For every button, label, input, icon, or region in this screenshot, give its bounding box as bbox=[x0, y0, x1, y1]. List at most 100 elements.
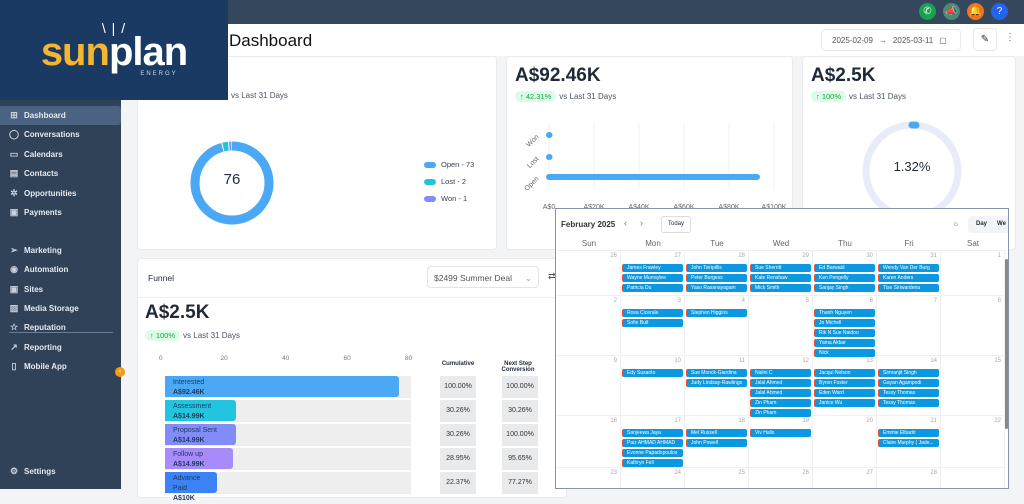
sidebar-item-conversations[interactable]: ◯ Conversations bbox=[0, 125, 121, 144]
calendar-event[interactable]: Yama Akbar bbox=[814, 339, 875, 347]
calendar-event[interactable]: James Frawley bbox=[622, 264, 683, 272]
calendar-event[interactable]: Judy Lindsay-Rawlings bbox=[686, 379, 747, 387]
calendar-event[interactable]: Tessy Thomas bbox=[878, 389, 939, 397]
sidebar-item-automation[interactable]: ◉ Automation bbox=[0, 260, 121, 279]
sidebar-item-contacts[interactable]: ▤ Contacts bbox=[0, 164, 121, 183]
calendar-day-cell[interactable]: 21 Emmie Elbadri Claire Murphy ( Jade... bbox=[877, 416, 941, 468]
sidebar-item-marketing[interactable]: ➢ Marketing bbox=[0, 241, 121, 260]
bell-icon[interactable]: 🔔 bbox=[967, 3, 984, 20]
calendar-event[interactable]: Jalal Ahmed bbox=[750, 389, 811, 397]
calendar-day-cell[interactable]: 31 Wendy Van Der Burg Karen Anders Tise Sir… bbox=[877, 251, 941, 296]
calendar-day-cell[interactable]: 9 bbox=[557, 356, 621, 416]
sidebar-item-reporting[interactable]: ↗ Reporting bbox=[0, 338, 121, 357]
calendar-event[interactable]: Edy Susanto bbox=[622, 369, 683, 377]
sidebar-item-reputation[interactable]: ☆ Reputation bbox=[0, 318, 121, 337]
calendar-day-cell[interactable]: 22 bbox=[941, 416, 1005, 468]
calendar-event[interactable]: Mel Russell bbox=[686, 429, 747, 437]
edit-dashboard-button[interactable]: ✎ bbox=[973, 28, 997, 51]
calendar-day-cell[interactable]: 2 bbox=[557, 296, 621, 356]
calendar-event[interactable]: Sofie Bult bbox=[622, 319, 683, 327]
calendar-event[interactable]: Paiz AHMAD AHMAD bbox=[622, 439, 683, 447]
funnel-bar-follow-up[interactable]: Follow up A$14.99K bbox=[165, 448, 233, 469]
view-day[interactable]: Day bbox=[976, 221, 988, 227]
calendar-day-cell[interactable]: 16 bbox=[557, 416, 621, 468]
calendar-event[interactable]: Viv Halls bbox=[750, 429, 811, 437]
calendar-day-cell[interactable]: 7 bbox=[877, 296, 941, 356]
calendar-day-cell[interactable]: 29 Sue Sherritt Kate Renshaw Mick Smith bbox=[749, 251, 813, 296]
calendar-day-cell[interactable]: 12 Nalini C Jalal Ahmed Jalal Ahmed Zin Pham… bbox=[749, 356, 813, 417]
pipeline-select[interactable]: $2499 Summer Deal ⌄ bbox=[427, 266, 539, 288]
calendar-event[interactable]: Mick Smith bbox=[750, 284, 811, 292]
calendar-event[interactable]: Peter Burgess bbox=[686, 274, 747, 282]
funnel-bar-advance-paid[interactable]: Advance Paid A$10K bbox=[165, 472, 218, 502]
funnel-bar-proposal-sent[interactable]: Proposal Sent A$14.99K bbox=[165, 424, 236, 445]
calendar-event[interactable]: Sue Monck-Giardina bbox=[686, 369, 747, 377]
calendar-day-cell[interactable]: 19 Viv Halls bbox=[749, 416, 813, 468]
sidebar-item-payments[interactable]: ▣ Payments bbox=[0, 203, 121, 222]
calendar-event[interactable]: Karen Anders bbox=[878, 274, 939, 282]
calendar-event[interactable]: Janice Wu bbox=[814, 399, 875, 407]
calendar-event[interactable]: Byron Foster bbox=[814, 379, 875, 387]
calendar-event[interactable]: Nalini C bbox=[750, 369, 811, 377]
calendar-day-cell[interactable]: 10 Edy Susanto bbox=[621, 356, 685, 416]
date-range-picker[interactable]: 2025-02-09 → 2025-03-11 ▢ bbox=[821, 29, 961, 51]
calendar-day-cell[interactable]: 30 Ed Barwald Ken Pengelly Sanjay Singh bbox=[813, 251, 877, 296]
calendar-event[interactable]: Thanh Nguyen bbox=[814, 309, 875, 317]
calendar-day-cell[interactable]: 14 Simranjit Singh Gayan Agampodi Tessy Tho… bbox=[877, 356, 941, 416]
phone-icon[interactable]: ✆ bbox=[919, 3, 936, 20]
calendar-event[interactable]: Ed Barwald bbox=[814, 264, 875, 272]
sidebar-item-media-storage[interactable]: ▨ Media Storage bbox=[0, 299, 121, 318]
sidebar-item-mobile-app[interactable]: ▯ Mobile App bbox=[0, 357, 121, 376]
calendar-event[interactable]: Jo Michell bbox=[814, 319, 875, 327]
calendar-event[interactable]: Kathryn Fell bbox=[622, 459, 683, 467]
calendar-day-cell[interactable]: 28 John Tsiripillis Peter Burgess Yaso Rasa… bbox=[685, 251, 749, 296]
calendar-event[interactable]: Kate Renshaw bbox=[750, 274, 811, 282]
funnel-bar-interested[interactable]: Interested A$92.46K bbox=[165, 376, 399, 397]
swap-icon[interactable]: ⇄ bbox=[548, 271, 556, 281]
calendar-day-cell[interactable]: 23 bbox=[557, 468, 621, 488]
calendar-event[interactable]: Gayan Agampodi bbox=[878, 379, 939, 387]
sidebar-item-dashboard[interactable]: ⊞ Dashboard bbox=[0, 106, 121, 125]
calendar-day-cell[interactable]: 6 Thanh Nguyen Jo Michell Rik N Sue Naidoo Y… bbox=[813, 296, 877, 357]
calendar-event[interactable]: Tessy Thomas bbox=[878, 399, 939, 407]
calendar-day-cell[interactable]: 27 James Frawley Wayne Murraylee Patricia D… bbox=[621, 251, 685, 296]
sidebar-item-sites[interactable]: ▣ Sites bbox=[0, 280, 121, 299]
calendar-day-cell[interactable]: 20 bbox=[813, 416, 877, 468]
more-options-icon[interactable]: ⋮ bbox=[1005, 32, 1015, 43]
calendar-event[interactable]: Sanjay Singh bbox=[814, 284, 875, 292]
calendar-event[interactable]: Nick bbox=[814, 349, 875, 357]
sidebar-item-settings[interactable]: ⚙ Settings bbox=[0, 462, 121, 481]
calendar-day-cell[interactable] bbox=[941, 468, 1005, 488]
calendar-day-cell[interactable]: 11 Sue Monck-Giardina Judy Lindsay-Rawling… bbox=[685, 356, 749, 416]
funnel-bar-assessment[interactable]: Assessment A$14.99K bbox=[165, 400, 236, 421]
sidebar-item-opportunities[interactable]: ✲ Opportunities bbox=[0, 184, 121, 203]
calendar-event[interactable]: Rik N Sue Naidoo bbox=[814, 329, 875, 337]
calendar-day-cell[interactable]: 3 Rosa Cicerale Sofie Bult bbox=[621, 296, 685, 356]
calendar-event[interactable]: Yaso Rasanayagam bbox=[686, 284, 747, 292]
calendar-event[interactable]: Sue Sherritt bbox=[750, 264, 811, 272]
calendar-day-cell[interactable]: 1 bbox=[941, 251, 1005, 296]
calendar-event[interactable]: Patricia Du bbox=[622, 284, 683, 292]
help-icon[interactable]: ? bbox=[991, 3, 1008, 20]
calendar-day-cell[interactable]: 25 bbox=[685, 468, 749, 488]
view-week[interactable]: We bbox=[997, 221, 1006, 227]
calendar-event[interactable]: Zin Pham bbox=[750, 399, 811, 407]
calendar-day-cell[interactable]: 27 bbox=[813, 468, 877, 488]
calendar-day-cell[interactable]: 28 bbox=[877, 468, 941, 488]
calendar-event[interactable]: Simranjit Singh bbox=[878, 369, 939, 377]
calendar-event[interactable]: Jacqui Nelson bbox=[814, 369, 875, 377]
calendar-day-cell[interactable]: 26 bbox=[749, 468, 813, 488]
calendar-event[interactable]: Jalal Ahmed bbox=[750, 379, 811, 387]
calendar-event[interactable]: John Tsiripillis bbox=[686, 264, 747, 272]
calendar-event[interactable]: Ken Pengelly bbox=[814, 274, 875, 282]
calendar-scrollbar[interactable] bbox=[1005, 259, 1008, 429]
megaphone-icon[interactable]: 📣 bbox=[943, 3, 960, 20]
calendar-day-cell[interactable]: 4 Stephen Higgins bbox=[685, 296, 749, 356]
today-button[interactable]: Today bbox=[661, 216, 691, 233]
calendar-event[interactable]: Wendy Van Der Burg bbox=[878, 264, 939, 272]
calendar-day-cell[interactable]: 17 Sanjeewa Jaya Paiz AHMAD AHMAD Evonne Pa… bbox=[621, 416, 685, 468]
calendar-event[interactable]: Sanjeewa Jaya bbox=[622, 429, 683, 437]
calendar-day-cell[interactable]: 13 Jacqui Nelson Byron Foster Eden Ward Jani… bbox=[813, 356, 877, 416]
calendar-day-cell[interactable]: 5 bbox=[749, 296, 813, 356]
next-month-button[interactable]: › bbox=[640, 218, 643, 228]
